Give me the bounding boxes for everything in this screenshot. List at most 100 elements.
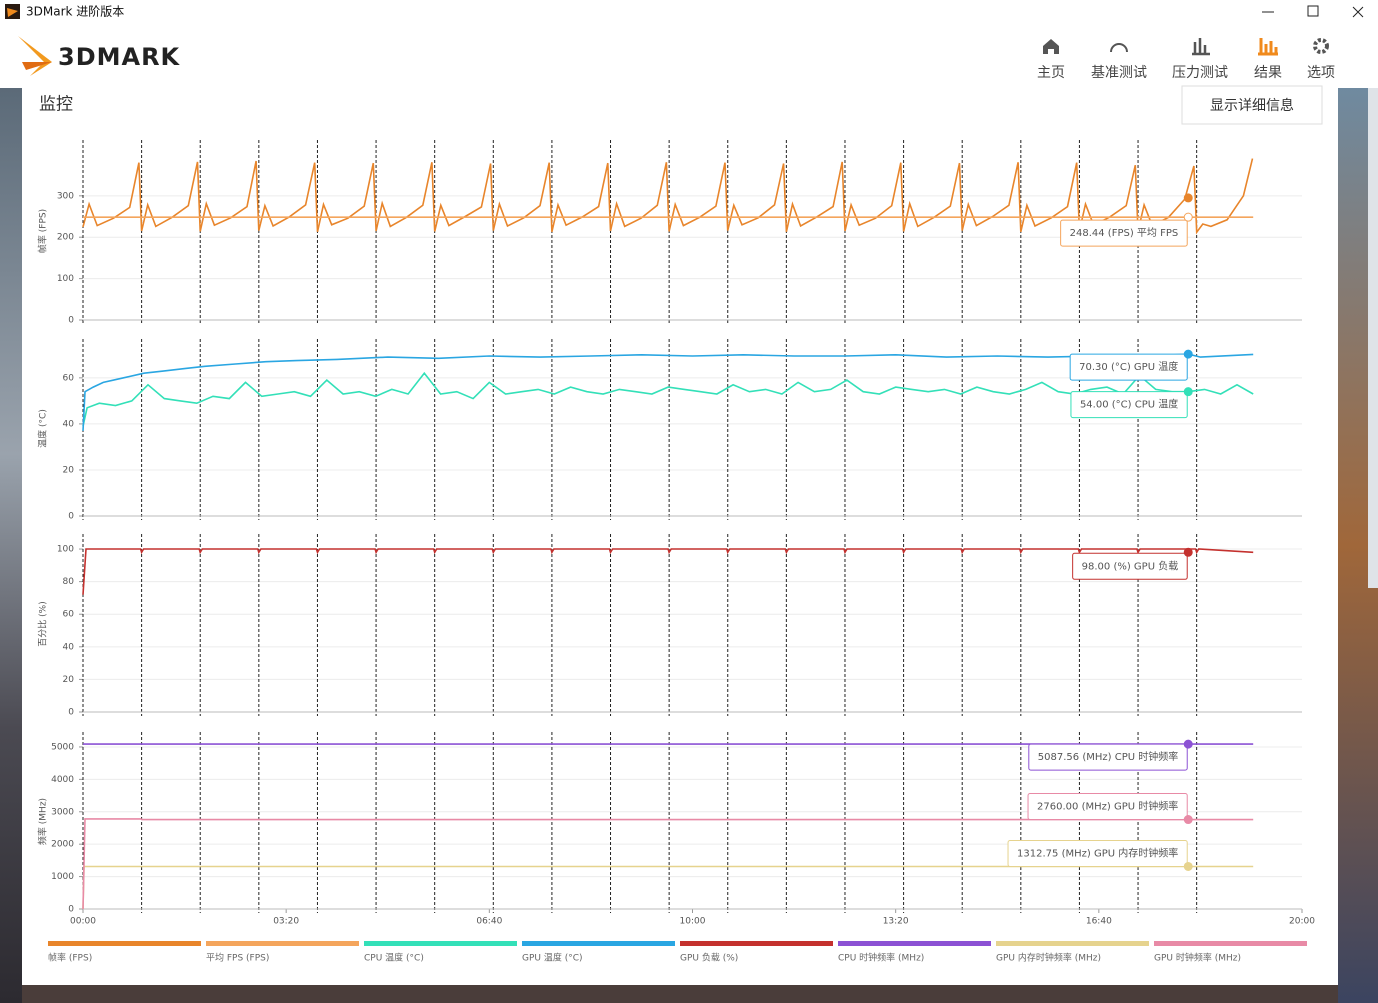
y-tick-label: 0 — [68, 905, 74, 915]
section-title: 监控 — [39, 95, 73, 115]
legend-swatch — [996, 941, 1149, 946]
y-axis-title: 频率 (MHz) — [37, 798, 49, 845]
legend-label: GPU 内存时钟频率 (MHz) — [996, 952, 1101, 964]
y-tick-label: 1000 — [51, 872, 74, 882]
series-line — [82, 353, 1254, 431]
legend-label: 帧率 (FPS) — [48, 952, 92, 964]
legend-label: GPU 时钟频率 (MHz) — [1154, 952, 1241, 964]
details-button-label[interactable]: 显示详细信息 — [1210, 97, 1294, 114]
scrollbar[interactable] — [1368, 88, 1378, 588]
legend-swatch — [838, 941, 991, 946]
y-tick-label: 3000 — [51, 807, 74, 817]
y-axis-title: 温度 (°C) — [37, 409, 49, 448]
y-tick-label: 40 — [63, 419, 75, 429]
details-button[interactable] — [1181, 85, 1323, 125]
logo-swoosh — [18, 36, 52, 76]
maximize-button[interactable] — [1307, 5, 1319, 17]
y-tick-label: 0 — [68, 512, 74, 522]
x-tick-label: 16:40 — [1086, 917, 1112, 927]
cursor-dot — [1183, 861, 1193, 871]
y-tick-label: 300 — [57, 191, 74, 201]
cursor-label-box — [1028, 743, 1188, 771]
close-button[interactable] — [1352, 6, 1364, 18]
y-axis-title: 帧率 (FPS) — [37, 209, 49, 253]
cursor-label: 248.44 (FPS) 平均 FPS — [1070, 227, 1179, 239]
legend-label: 平均 FPS (FPS) — [206, 952, 269, 964]
cursor-label-box — [1007, 839, 1188, 867]
cursor-label-box — [1072, 552, 1188, 580]
nav-item[interactable]: 结果 — [1254, 65, 1282, 81]
cursor-dot — [1183, 815, 1193, 825]
legend-swatch — [1154, 941, 1307, 946]
cursor-dot — [1183, 212, 1193, 222]
legend: 帧率 (FPS) 平均 FPS (FPS) CPU 温度 (°C) GPU 温度 (°… — [48, 941, 1307, 964]
series-line — [82, 158, 1254, 235]
cursor-dot — [1183, 547, 1193, 557]
nav-item[interactable]: 主页 — [1037, 65, 1065, 81]
line-chart: 0 20 40 60 温度 (°C) 54.00 (°C) CPU 温度 70.30 (°C… — [37, 339, 1302, 522]
y-tick-label: 40 — [63, 642, 75, 652]
line-chart: 0 100 200 300 帧率 (FPS) 248.44 (FPS) 平均 FPS — [37, 140, 1302, 326]
cursor-dot — [1183, 739, 1193, 749]
y-tick-label: 60 — [63, 610, 75, 620]
nav-item[interactable]: 压力测试 — [1172, 65, 1228, 81]
x-tick-label: 10:00 — [680, 917, 706, 927]
x-tick-label: 03:20 — [273, 917, 299, 927]
cursor-label: 1312.75 (MHz) GPU 内存时钟频率 — [1017, 846, 1178, 859]
y-tick-label: 20 — [63, 465, 75, 475]
logo: 3DMARK — [18, 36, 181, 76]
nav-bar: 主页 基准测试 压力测试 结果 选项 — [1037, 38, 1335, 81]
legend-swatch — [364, 941, 517, 946]
legend-label: GPU 负载 (%) — [680, 952, 738, 964]
y-tick-label: 4000 — [51, 775, 74, 785]
series-line — [82, 818, 1254, 910]
y-tick-label: 80 — [63, 577, 75, 587]
cursor-label: 2760.00 (MHz) GPU 时钟频率 — [1037, 800, 1178, 813]
y-tick-label: 200 — [57, 233, 74, 243]
legend-swatch — [680, 941, 833, 946]
nav-icon — [1313, 38, 1329, 54]
line-chart: 0 1000 2000 3000 4000 5000 频率 (MHz) 00:00 03:20 0… — [37, 732, 1315, 927]
y-tick-label: 0 — [68, 708, 74, 718]
background-bottom — [22, 985, 1338, 1003]
legend-swatch — [522, 941, 675, 946]
x-tick-label: 13:20 — [883, 917, 909, 927]
nav-item[interactable]: 选项 — [1307, 65, 1335, 81]
y-axis-title: 百分比 (%) — [37, 601, 49, 646]
y-tick-label: 5000 — [51, 742, 74, 752]
x-tick-label: 20:00 — [1289, 917, 1315, 927]
x-tick-label: 06:40 — [476, 917, 502, 927]
y-tick-label: 100 — [57, 274, 74, 284]
cursor-dot — [1183, 349, 1193, 359]
cursor-label-box — [1027, 793, 1188, 821]
nav-icon — [1110, 43, 1128, 53]
cursor-dot — [1183, 387, 1193, 397]
y-tick-label: 20 — [63, 675, 75, 685]
nav-item[interactable]: 基准测试 — [1091, 64, 1147, 81]
cursor-label-box — [1070, 391, 1188, 419]
nav-icon — [1192, 38, 1210, 56]
legend-swatch — [48, 941, 201, 946]
nav-icon — [1258, 38, 1278, 56]
legend-label: CPU 温度 (°C) — [364, 952, 424, 964]
header — [0, 0, 1378, 88]
cursor-dot — [1183, 193, 1193, 203]
app-icon-mark — [7, 8, 18, 17]
nav-icon — [1043, 39, 1059, 54]
cursor-label-box — [1060, 219, 1188, 247]
y-tick-label: 60 — [63, 373, 75, 383]
cursor-label-box — [1069, 353, 1188, 381]
cursor-label: 98.00 (%) GPU 负载 — [1082, 559, 1179, 572]
legend-label: CPU 时钟频率 (MHz) — [838, 952, 924, 964]
logo-text: 3DMARK — [58, 43, 181, 71]
window-title: 3DMark 进阶版本 — [26, 5, 124, 19]
legend-swatch — [206, 941, 359, 946]
cursor-label: 70.30 (°C) GPU 温度 — [1079, 360, 1178, 373]
y-tick-label: 100 — [57, 545, 74, 555]
y-tick-label: 2000 — [51, 840, 74, 850]
y-tick-label: 0 — [68, 316, 74, 326]
line-chart: 0 20 40 60 80 100 百分比 (%) 98.00 (%) GPU 负载 — [37, 534, 1302, 718]
series-line — [82, 548, 1254, 595]
